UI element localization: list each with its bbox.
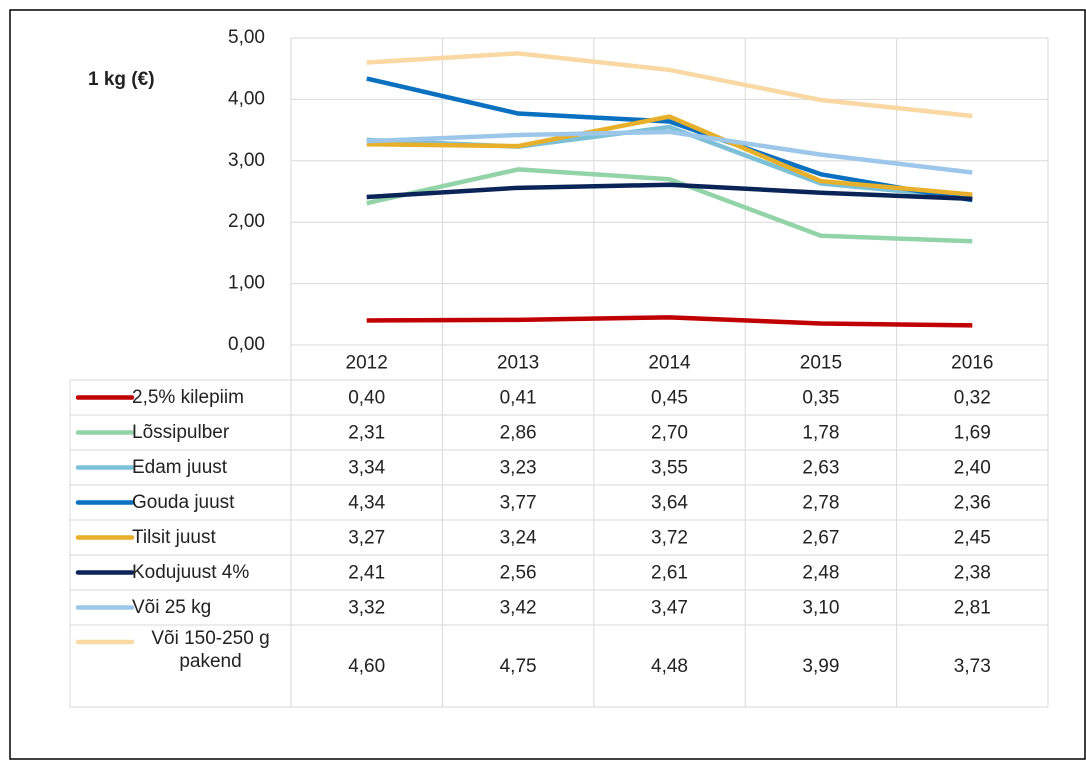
table-cell: 0,32 [954,388,991,409]
table-cell: 2,36 [954,493,991,514]
table-cell: 3,47 [651,598,688,619]
table-cell: 1,69 [954,423,991,444]
table-cell: 3,32 [348,598,385,619]
legend-entry: Kodujuust 4% [132,562,250,583]
table-cell: 2,78 [802,493,839,514]
legend-entry-wrap: Kodujuust 4% [132,557,289,588]
y-tick-label: 1,00 [228,273,265,294]
table-cell: 2,67 [802,528,839,549]
legend-entry: Või 150-250 g pakend [151,628,270,672]
series-line [366,129,973,175]
series-line [366,51,973,119]
table-cell: 3,73 [954,656,991,677]
table-cell: 2,63 [802,458,839,479]
table-cell: 2,70 [651,423,688,444]
table-cell: 3,10 [802,598,839,619]
legend-entry-wrap: Lõssipulber [132,417,289,448]
legend-entry-box: Kodujuust 4% [132,557,289,588]
table-cell: 0,45 [651,388,688,409]
y-tick-label: 2,00 [228,211,265,232]
y-tick-label: 3,00 [228,150,265,171]
legend-entry-wrap: Või 150-250 g pakend [132,627,289,705]
y-tick-label: 4,00 [228,88,265,109]
y-tick-label: 0,00 [228,334,265,355]
legend-entry-box: Tilsit juust [132,522,289,553]
table-cell: 3,55 [651,458,688,479]
table-cell: 2,61 [651,563,688,584]
table-cell: 3,64 [651,493,688,514]
table-cell: 3,24 [500,528,537,549]
y-axis-label: 1 kg (€) [88,69,155,90]
table-cell: 3,23 [500,458,537,479]
table-cell: 2,45 [954,528,991,549]
table-cell: 2,40 [954,458,991,479]
table-cell: 1,78 [802,423,839,444]
x-tick-label: 2014 [648,353,691,374]
table-cell: 3,99 [802,656,839,677]
table-cell: 0,40 [348,388,385,409]
table-cell: 2,48 [802,563,839,584]
legend-entry: Lõssipulber [132,422,230,443]
y-tick-label: 5,00 [228,27,265,48]
table-cell: 2,38 [954,563,991,584]
table-cell: 4,34 [348,493,385,514]
legend-entry: Edam juust [132,457,228,478]
table-cell: 3,77 [500,493,537,514]
legend-entry-box: Või 25 kg [132,592,289,623]
table-cell: 4,60 [348,656,385,677]
legend-entry-box: Lõssipulber [132,417,289,448]
legend-entry-box: Või 150-250 g pakend [132,627,289,705]
legend-entry-wrap: Või 25 kg [132,592,289,623]
x-tick-label: 2015 [800,353,842,374]
table-cell: 2,56 [500,563,537,584]
series-line [366,182,973,202]
legend-entry: Gouda juust [132,492,235,513]
series-line [366,114,973,197]
table-cell: 2,31 [348,423,385,444]
legend-entry-wrap: Gouda juust [132,487,289,518]
legend-entry-box: Edam juust [132,452,289,483]
table-cell: 3,27 [348,528,385,549]
table-cell: 0,35 [802,388,839,409]
legend-entry-wrap: 2,5% kilepiim [132,382,289,413]
x-tick-label: 2013 [497,353,539,374]
legend-entry: Või 25 kg [132,597,212,618]
legend-entry-wrap: Tilsit juust [132,522,289,553]
legend-entry-wrap: Edam juust [132,452,289,483]
legend-entry-box: 2,5% kilepiim [132,382,289,413]
table-cell: 0,41 [500,388,537,409]
table-cell: 4,75 [500,656,537,677]
table-cell: 3,34 [348,458,385,479]
legend-entry: 2,5% kilepiim [132,387,244,408]
table-cell: 2,41 [348,563,385,584]
legend-entry-box: Gouda juust [132,487,289,518]
series-line [366,315,973,328]
table-cell: 3,72 [651,528,688,549]
table-cell: 3,42 [500,598,537,619]
series-line [366,167,973,244]
legend-entry: Tilsit juust [132,527,216,548]
table-cell: 2,86 [500,423,537,444]
table-cell: 4,48 [651,656,688,677]
table-cell: 2,81 [954,598,991,619]
x-tick-label: 2012 [346,353,388,374]
x-tick-label: 2016 [951,353,993,374]
series-line [366,76,973,203]
